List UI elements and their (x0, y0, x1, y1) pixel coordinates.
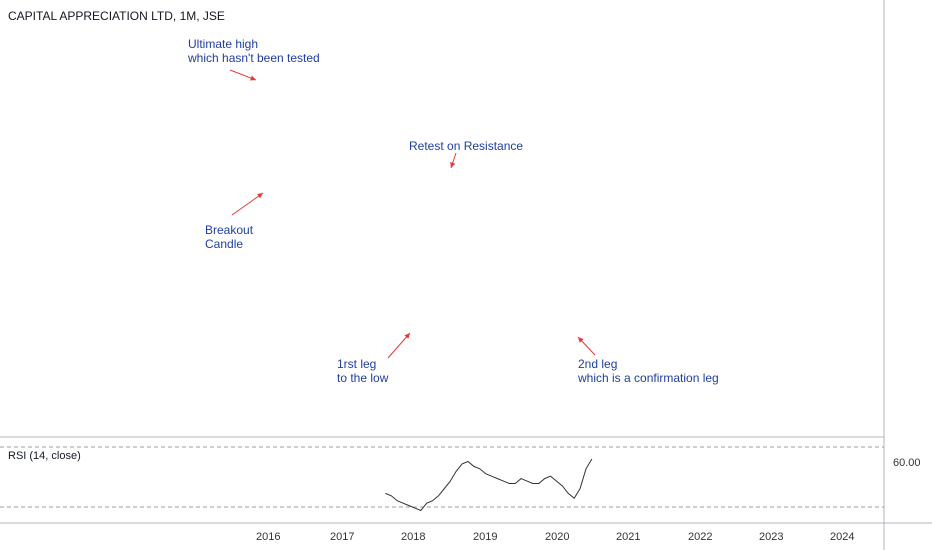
time-axis: 2016 2017 2018 2019 2020 2021 2022 2023 2024 (0, 522, 932, 543)
time-tick-label: 2023 (759, 531, 783, 543)
annotation-text: Candle (205, 237, 243, 251)
annotation-text: 2nd leg (578, 357, 617, 371)
time-tick-label: 2021 (616, 531, 640, 543)
time-tick-label: 2016 (256, 531, 280, 543)
annotation-text: which is a confirmation leg (577, 371, 719, 385)
rsi-line (385, 458, 593, 512)
time-tick-label: 2018 (401, 531, 425, 543)
annotation-text: Retest on Resistance (409, 139, 523, 153)
chart-title: CAPITAL APPRECIATION LTD, 1M, JSE (8, 9, 225, 23)
annotation-arrow (231, 192, 264, 216)
annotation-arrowhead (578, 337, 584, 343)
annotation-text: 1rst leg (337, 357, 376, 371)
time-tick-label: 2020 (545, 531, 569, 543)
time-tick-label: 2024 (830, 531, 854, 543)
annotation-text: to the low (337, 371, 389, 385)
annotation-text: which hasn't been tested (187, 51, 320, 65)
annotation-arrowhead (250, 75, 256, 81)
annotation-arrowhead (404, 333, 410, 339)
time-tick-label: 2019 (473, 531, 497, 543)
annotation-arrowhead (450, 162, 456, 168)
time-tick-label: 2017 (330, 531, 354, 543)
rsi-tick-label: 60.00 (893, 457, 921, 469)
rsi-title: RSI (14, close) (8, 450, 81, 462)
price-axis: 4050708011012013014012510161981d 21h (883, 0, 885, 550)
annotation-text: Breakout (205, 223, 254, 237)
time-tick-label: 2022 (688, 531, 712, 543)
annotation-arrow (387, 332, 411, 359)
rsi-panel: RSI (14, close) 60.00 (0, 436, 921, 512)
annotation-text: Ultimate high (188, 37, 258, 51)
annotation-arrowhead (257, 193, 263, 199)
